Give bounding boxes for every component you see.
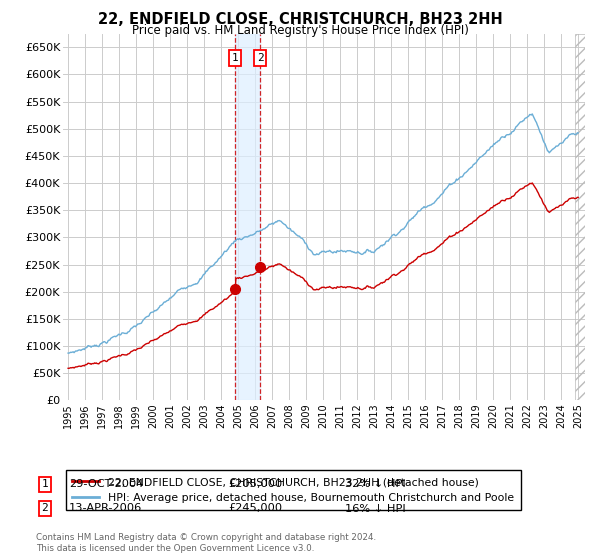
Text: 32% ↓ HPI: 32% ↓ HPI bbox=[345, 479, 406, 489]
Text: £245,000: £245,000 bbox=[228, 503, 282, 514]
Bar bbox=[235, 34, 260, 400]
Text: Contains HM Land Registry data © Crown copyright and database right 2024.
This d: Contains HM Land Registry data © Crown c… bbox=[36, 533, 376, 553]
Text: £205,000: £205,000 bbox=[228, 479, 282, 489]
Text: 13-APR-2006: 13-APR-2006 bbox=[69, 503, 142, 514]
Text: 1: 1 bbox=[232, 53, 239, 63]
Legend: 22, ENDFIELD CLOSE, CHRISTCHURCH, BH23 2HH (detached house), HPI: Average price,: 22, ENDFIELD CLOSE, CHRISTCHURCH, BH23 2… bbox=[66, 470, 521, 510]
Text: 2: 2 bbox=[257, 53, 263, 63]
Text: 2: 2 bbox=[41, 503, 49, 514]
Text: 1: 1 bbox=[41, 479, 49, 489]
Text: 22, ENDFIELD CLOSE, CHRISTCHURCH, BH23 2HH: 22, ENDFIELD CLOSE, CHRISTCHURCH, BH23 2… bbox=[98, 12, 502, 27]
Text: 16% ↓ HPI: 16% ↓ HPI bbox=[345, 503, 406, 514]
Text: 29-OCT-2004: 29-OCT-2004 bbox=[69, 479, 143, 489]
Text: Price paid vs. HM Land Registry's House Price Index (HPI): Price paid vs. HM Land Registry's House … bbox=[131, 24, 469, 37]
